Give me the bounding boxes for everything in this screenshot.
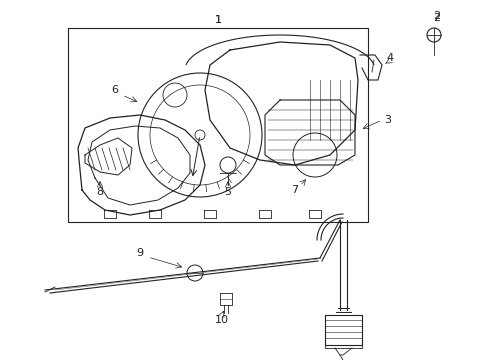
Text: 8: 8 <box>97 187 103 197</box>
Text: 9: 9 <box>136 248 144 258</box>
Text: 4: 4 <box>387 53 393 63</box>
Bar <box>325 315 362 345</box>
Text: 10: 10 <box>215 315 229 325</box>
Text: 2: 2 <box>434 13 441 23</box>
Text: 1: 1 <box>215 15 221 25</box>
Text: 7: 7 <box>292 185 298 195</box>
Text: 5: 5 <box>224 187 231 197</box>
Text: 1: 1 <box>215 15 221 25</box>
Bar <box>68 28 368 222</box>
Text: 2: 2 <box>434 11 441 21</box>
Text: 3: 3 <box>385 115 392 125</box>
Text: 6: 6 <box>112 85 119 95</box>
